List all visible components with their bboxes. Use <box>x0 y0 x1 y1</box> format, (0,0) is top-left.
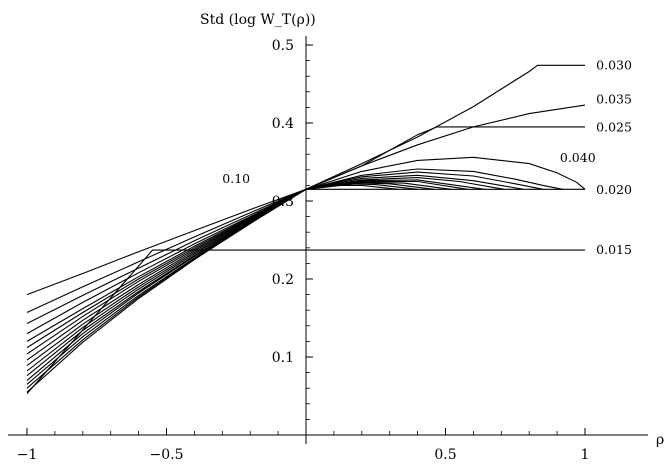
series-line-6 <box>26 156 586 342</box>
curve-annotation: 0.020 <box>596 182 632 197</box>
curve-annotation: 0.025 <box>596 120 632 135</box>
x-tick-label: −1 <box>17 447 38 463</box>
series-line-4 <box>26 64 585 324</box>
y-tick-label: 0.4 <box>272 116 294 132</box>
series-line-7 <box>26 168 563 349</box>
curve-annotation: 0.015 <box>596 242 632 257</box>
tick-labels: −1 −0.5 0.5 1 0.1 0.2 0.3 0.4 0.5 <box>17 38 590 463</box>
series-line-15 <box>26 183 418 389</box>
x-tick-label: 1 <box>581 447 590 463</box>
series-line-13 <box>26 181 452 381</box>
curve-annotation: 0.10 <box>222 171 250 186</box>
axis-ticks <box>26 44 586 435</box>
y-tick-label: 0.3 <box>272 194 294 210</box>
x-tick-label: 0.5 <box>434 447 456 463</box>
y-tick-label: 0.1 <box>272 350 294 366</box>
series-line-3 <box>26 126 585 313</box>
curve-annotation: 0.030 <box>596 57 632 72</box>
x-axis-label: ρ <box>656 432 664 448</box>
series-line-14 <box>26 182 435 385</box>
chart-title: Std (log W_T(ρ)) <box>200 12 316 28</box>
curve-annotation: 0.035 <box>596 92 632 107</box>
series-line-11 <box>26 179 485 372</box>
y-tick-label: 0.2 <box>272 272 294 288</box>
x-tick-label: −0.5 <box>150 447 184 463</box>
series-line-16 <box>26 184 399 393</box>
y-tick-label: 0.5 <box>272 38 294 54</box>
curve-annotation: 0.040 <box>560 150 596 165</box>
